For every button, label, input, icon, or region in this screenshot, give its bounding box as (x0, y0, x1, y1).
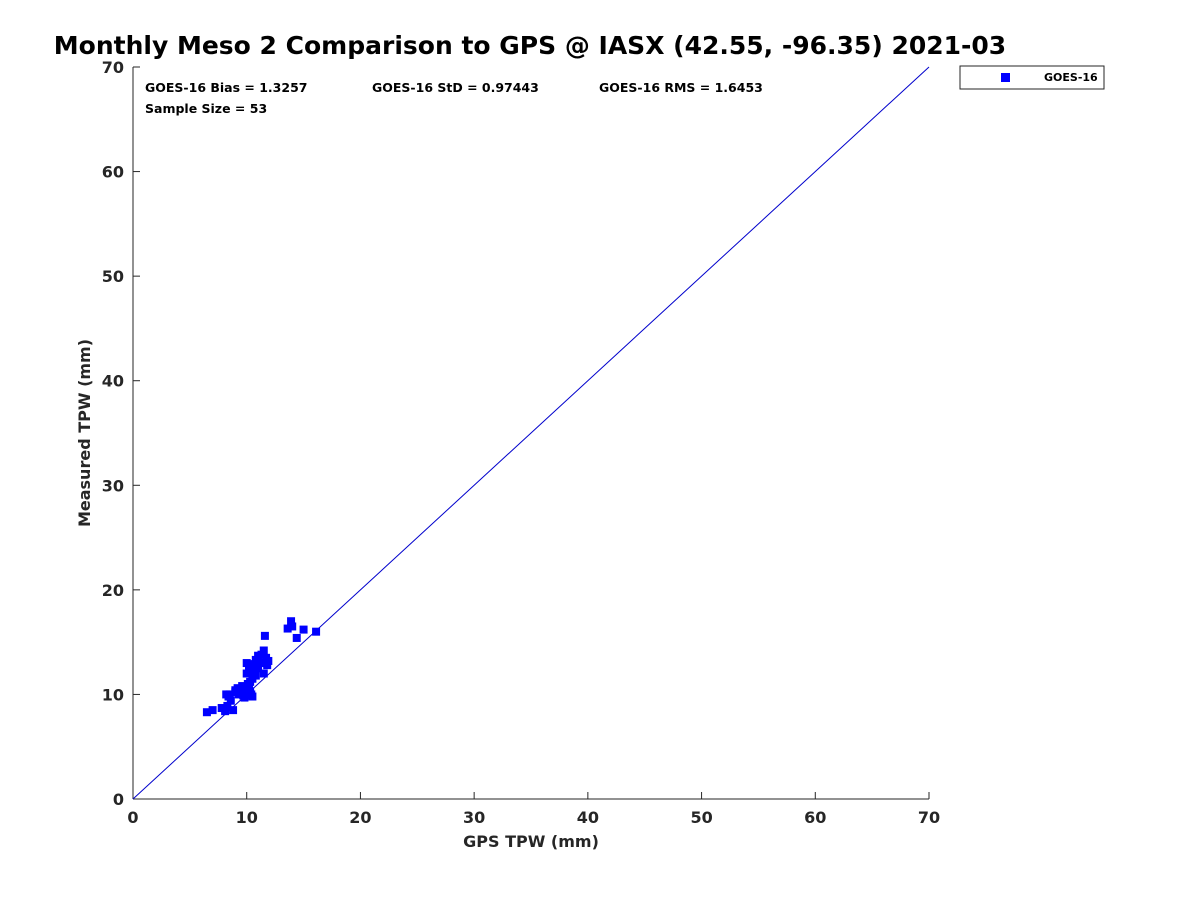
data-point (312, 627, 321, 636)
data-point (242, 669, 251, 678)
legend-box (959, 65, 1105, 90)
stats-annotations: GOES-16 Bias = 1.3257 GOES-16 StD = 0.97… (145, 80, 763, 116)
data-point (231, 688, 240, 697)
data-point (221, 707, 230, 716)
data-point (242, 659, 251, 668)
data-point (257, 650, 266, 659)
y-tick-label: 40 (102, 372, 124, 391)
y-tick-label: 20 (102, 581, 124, 600)
y-tick-label: 70 (102, 58, 124, 77)
x-tick-label: 0 (127, 808, 138, 827)
stat-rms: GOES-16 RMS = 1.6453 (599, 80, 763, 95)
y-tick-label: 0 (113, 790, 124, 809)
y-tick-label: 50 (102, 267, 124, 286)
data-point (250, 667, 259, 676)
data-point (288, 622, 297, 631)
legend-marker-goes-16 (1001, 73, 1010, 82)
legend: GOES-16 (959, 65, 1105, 90)
data-point (239, 691, 248, 700)
data-point (249, 661, 258, 670)
data-point (238, 682, 247, 691)
data-point (208, 706, 217, 715)
x-tick-label: 70 (918, 808, 940, 827)
y-tick-label: 30 (102, 476, 124, 495)
data-point (259, 669, 268, 678)
data-point (264, 656, 273, 665)
data-point (222, 690, 231, 699)
data-point (259, 646, 268, 655)
data-point (223, 701, 232, 710)
data-point (246, 687, 255, 696)
data-point (251, 671, 260, 680)
data-point (229, 706, 238, 715)
data-point (251, 655, 260, 664)
data-point (243, 679, 252, 688)
x-tick-label: 50 (690, 808, 712, 827)
data-point (263, 661, 272, 670)
data-point (292, 633, 301, 642)
data-point (299, 625, 308, 634)
x-tick-label: 30 (463, 808, 485, 827)
x-tick-label: 60 (804, 808, 826, 827)
y-tick-label: 10 (102, 685, 124, 704)
x-tick-label: 10 (236, 808, 258, 827)
plot-area: 0 10 20 30 40 50 60 70 0 10 20 30 40 50 60 70 (102, 58, 940, 827)
legend-label-goes-16: GOES-16 (1044, 71, 1098, 84)
data-point (248, 692, 257, 701)
stat-std: GOES-16 StD = 0.97443 (372, 80, 539, 95)
data-point (226, 696, 235, 705)
stat-bias: GOES-16 Bias = 1.3257 (145, 80, 307, 95)
data-point (202, 708, 211, 717)
data-point (283, 624, 292, 633)
x-tick-label: 40 (577, 808, 599, 827)
data-point (233, 684, 242, 693)
y-axis-label: Measured TPW (mm) (75, 339, 94, 527)
data-point (244, 664, 253, 673)
chart-title: Monthly Meso 2 Comparison to GPS @ IASX … (54, 31, 1006, 60)
stat-sample-size: Sample Size = 53 (145, 101, 267, 116)
data-point (256, 659, 265, 668)
x-tick-label: 20 (349, 808, 371, 827)
data-point (287, 617, 296, 626)
y-tick-label: 60 (102, 163, 124, 182)
data-point (260, 631, 269, 640)
x-axis-label: GPS TPW (mm) (463, 832, 599, 851)
